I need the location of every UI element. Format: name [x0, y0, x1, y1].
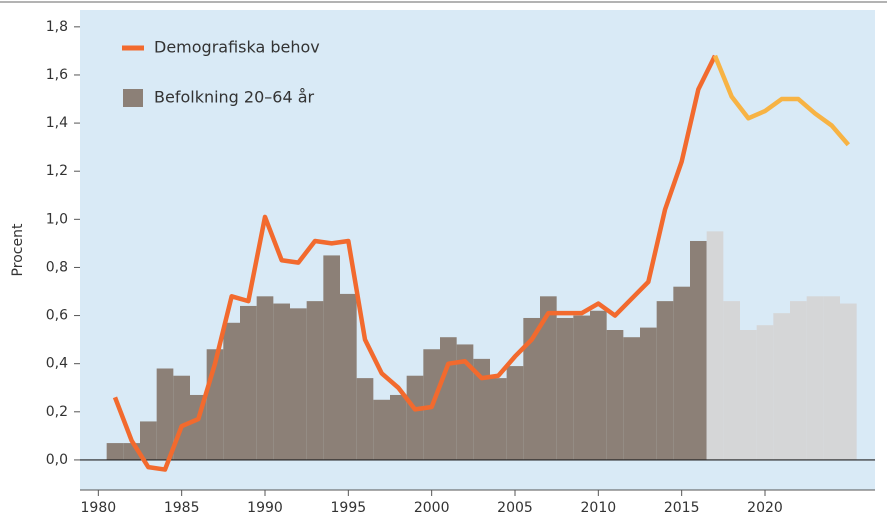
line	[112, 54, 718, 472]
bar	[406, 375, 424, 460]
bar	[523, 317, 540, 460]
legend-label: Demografiska behov	[154, 38, 320, 57]
y-tick-label: 1,2	[46, 163, 68, 179]
bar	[156, 368, 174, 460]
bar	[456, 344, 474, 460]
y-tick-label: 1,4	[46, 115, 68, 131]
x-tick-label: 1995	[331, 500, 367, 516]
bar	[706, 231, 724, 460]
legend-label: Befolkning 20–64 år	[154, 88, 315, 107]
bar	[306, 301, 324, 460]
bar	[556, 317, 574, 460]
bar	[340, 293, 357, 460]
bar	[223, 322, 240, 460]
y-tick-label: 0,4	[46, 356, 68, 372]
bar	[290, 308, 307, 460]
y-tick-label: 0,8	[46, 259, 68, 275]
bar	[373, 399, 390, 460]
bar	[390, 394, 407, 460]
bar	[840, 303, 857, 460]
bar	[806, 296, 824, 460]
bar	[106, 443, 124, 460]
bar	[140, 421, 157, 460]
bar	[740, 330, 757, 460]
bar	[640, 327, 657, 460]
bar	[790, 301, 807, 460]
bar	[623, 337, 640, 460]
bar	[773, 313, 790, 460]
bar	[606, 330, 624, 460]
bar	[540, 296, 557, 460]
y-tick-label: 0,6	[46, 308, 68, 324]
bar	[273, 303, 290, 460]
bar	[490, 378, 507, 460]
bar	[323, 255, 340, 460]
bar	[356, 378, 374, 460]
legend-swatch	[123, 89, 143, 107]
y-tick-label: 1,0	[46, 211, 68, 227]
x-tick-label: 2000	[414, 500, 450, 516]
bar	[656, 301, 674, 460]
bar	[573, 315, 590, 460]
bar	[473, 358, 490, 460]
bar	[673, 286, 690, 460]
x-tick-label: 2005	[497, 500, 533, 516]
bar	[440, 337, 457, 460]
x-tick-label: 2020	[747, 500, 783, 516]
y-tick-label: 1,8	[46, 19, 68, 35]
line	[712, 54, 851, 147]
x-tick-label: 2015	[664, 500, 700, 516]
bar	[590, 310, 607, 460]
x-tick-label: 1980	[81, 500, 117, 516]
bar	[240, 305, 257, 460]
y-axis-label: Procent	[10, 223, 26, 276]
y-tick-label: 0,2	[46, 404, 68, 420]
y-tick-label: 1,6	[46, 67, 68, 83]
bar	[723, 301, 740, 460]
x-tick-label: 2010	[581, 500, 617, 516]
bar	[823, 296, 840, 460]
x-tick-label: 1985	[164, 500, 200, 516]
bar	[256, 296, 274, 460]
bar	[690, 240, 707, 460]
x-tick-label: 1990	[247, 500, 283, 516]
bar	[756, 325, 774, 460]
y-tick-label: 0,0	[46, 452, 68, 468]
bar	[506, 366, 524, 460]
